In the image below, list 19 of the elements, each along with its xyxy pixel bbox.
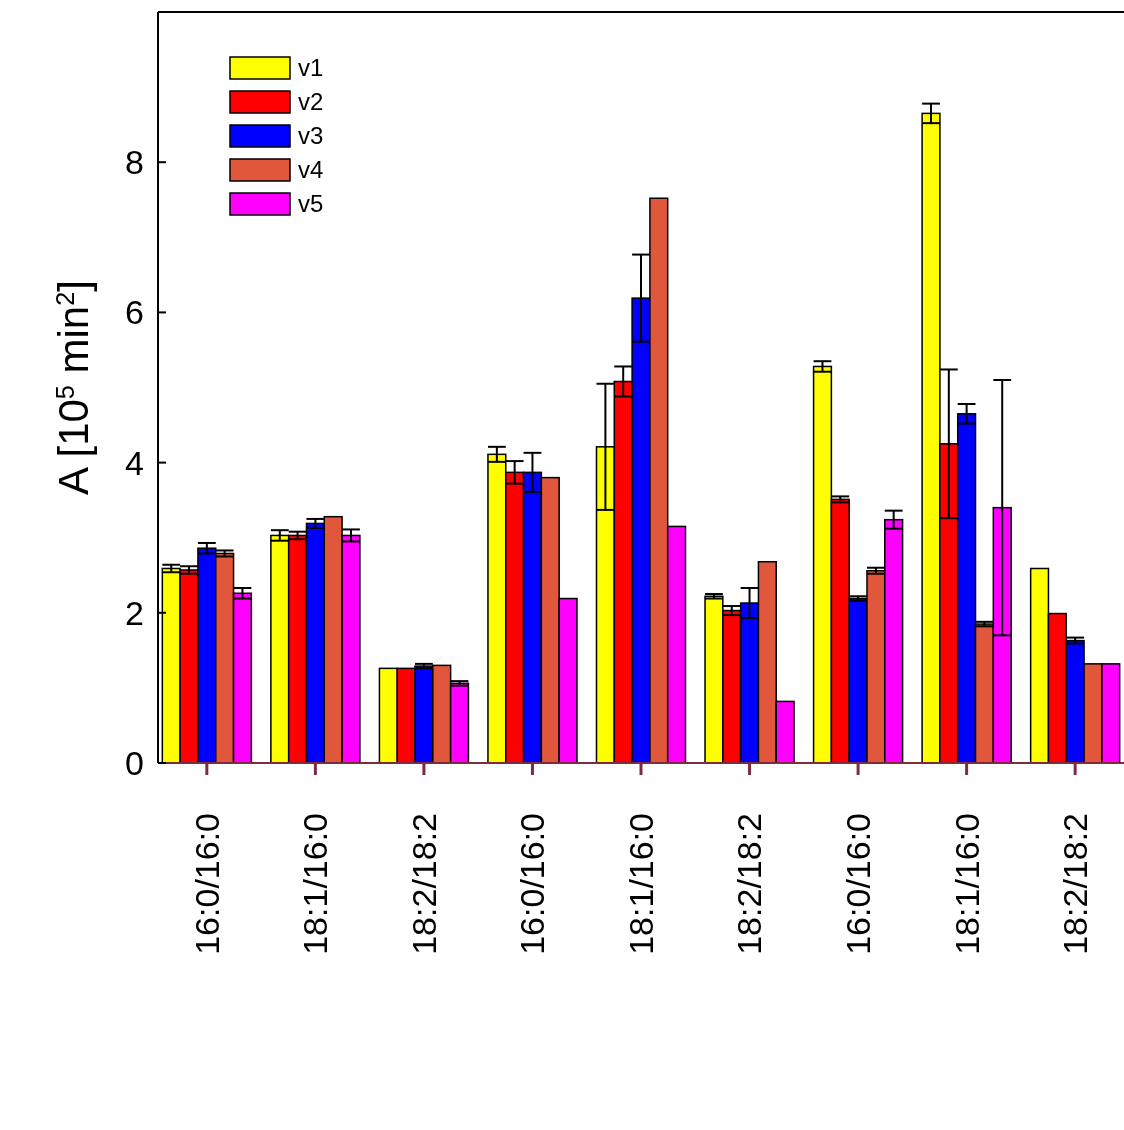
x-tick-label: 18:2/18:2 xyxy=(730,813,769,955)
y-tick-label: 4 xyxy=(125,443,144,482)
y-tick-label: 6 xyxy=(125,293,144,332)
x-tick-label: 16:0/16:0 xyxy=(838,813,877,955)
legend-label: v5 xyxy=(298,190,324,218)
y-tick-label: 2 xyxy=(125,593,144,632)
y-tick-label: 0 xyxy=(125,743,144,782)
legend-label: v1 xyxy=(298,54,324,82)
x-tick-label: 18:1/16:0 xyxy=(621,813,660,955)
x-tick-label: 16:0/16:0 xyxy=(187,813,226,955)
x-tick-label: 18:2/18:2 xyxy=(1056,813,1095,955)
x-tick-label: 18:1/16:0 xyxy=(947,813,986,955)
legend-label: v3 xyxy=(298,122,324,150)
x-tick-label: 18:2/18:2 xyxy=(404,813,443,955)
y-tick-label: 8 xyxy=(125,143,144,182)
legend-label: v4 xyxy=(298,156,324,184)
x-tick-label: 16:0/16:0 xyxy=(513,813,552,955)
legend-label: v2 xyxy=(298,88,324,116)
x-tick-label: 18:1/16:0 xyxy=(296,813,335,955)
